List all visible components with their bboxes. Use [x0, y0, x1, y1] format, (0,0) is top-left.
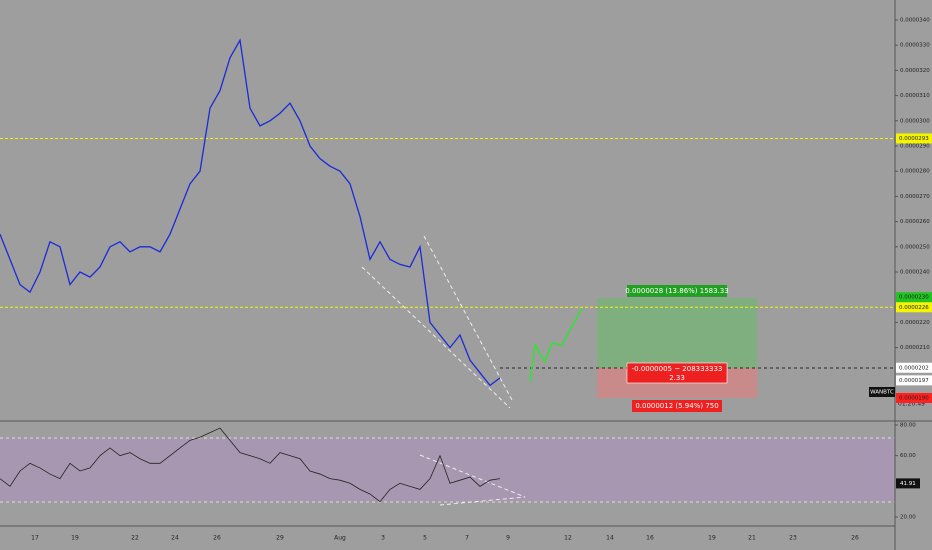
rsi-line	[0, 427, 501, 503]
price-label: 0.0000197	[899, 378, 929, 384]
entry-label: -0.0000005 ~ 208333333	[632, 365, 723, 373]
date-label: 19	[708, 535, 716, 542]
projection-arrow	[529, 307, 583, 383]
rsi-trendline	[419, 454, 526, 498]
price-label-box	[896, 362, 932, 373]
trendline	[361, 266, 511, 409]
price-tick-label: 0.0000240	[900, 270, 930, 276]
date-label: 22	[131, 535, 139, 542]
price-tick-label: 0.0000320	[900, 68, 930, 74]
target-zone	[597, 298, 757, 368]
date-label: 29	[276, 535, 284, 542]
rsi-last-label: 41.91	[900, 481, 916, 487]
price-tick-label: 0.0000220	[900, 320, 930, 326]
price-tick-label: 0.0000340	[900, 18, 930, 24]
stop-label: 0.0000012 (5.94%) 750	[635, 402, 718, 410]
price-line	[0, 38, 501, 387]
symbol-label: WANBTC	[870, 390, 894, 396]
rsi-band	[0, 438, 895, 502]
price-label-box	[896, 133, 932, 144]
entry-box	[626, 362, 728, 384]
ratio-label: 2.33	[669, 374, 685, 382]
date-label: Aug	[334, 535, 346, 542]
price-label: 0.0000226	[899, 305, 929, 311]
price-tick-label: 0.0000280	[900, 169, 930, 175]
rsi-last-box	[896, 478, 920, 489]
stop-box	[632, 400, 722, 412]
price-label-box	[896, 375, 932, 386]
price-label: 0.0000202	[899, 365, 929, 371]
price-pane	[0, 0, 895, 420]
target-box	[627, 285, 727, 297]
symbol-box	[869, 387, 895, 397]
date-label: 17	[31, 535, 39, 542]
date-label: 23	[789, 535, 797, 542]
date-label: 21	[748, 535, 756, 542]
date-label: 24	[171, 535, 179, 542]
price-tick-label: 0.0000270	[900, 194, 930, 200]
price-label-box	[896, 292, 932, 303]
price-tick-label: 0.0000290	[900, 144, 930, 150]
date-label: 16	[646, 535, 654, 542]
date-label: 19	[71, 535, 79, 542]
price-tick-label: 0.0000310	[900, 93, 930, 99]
rsi-tick-label: 20.00	[900, 514, 916, 520]
price-tick-label: 0.0000330	[900, 43, 930, 49]
price-label-box	[896, 302, 932, 313]
trendline	[423, 235, 513, 401]
price-label: 0.0000230	[899, 295, 929, 301]
rsi-tick-label: 80.00	[900, 423, 916, 429]
date-label: 14	[606, 535, 614, 542]
date-label: 9	[506, 535, 510, 542]
rsi-trendline	[439, 496, 526, 506]
target-label: 0.0000028 (13.86%) 1583.33	[625, 287, 728, 295]
price-tick-label: 0.0000300	[900, 118, 930, 124]
date-label: 7	[465, 535, 469, 542]
price-label-box	[896, 393, 932, 403]
price-tick-label: 0.0000210	[900, 345, 930, 351]
date-label: 3	[381, 535, 385, 542]
price-label: 0.0000293	[899, 136, 929, 142]
price-label: 0.0000190	[899, 396, 929, 402]
price-tick-label: 0.0000250	[900, 244, 930, 250]
price-tick-label: 0.0000260	[900, 219, 930, 225]
date-label: 5	[423, 535, 427, 542]
date-label: 12	[564, 535, 572, 542]
countdown: 01:20:49	[898, 401, 925, 408]
rsi-tick-label: 60.00	[900, 453, 916, 459]
date-label: 26	[213, 535, 221, 542]
date-label: 26	[851, 535, 859, 542]
